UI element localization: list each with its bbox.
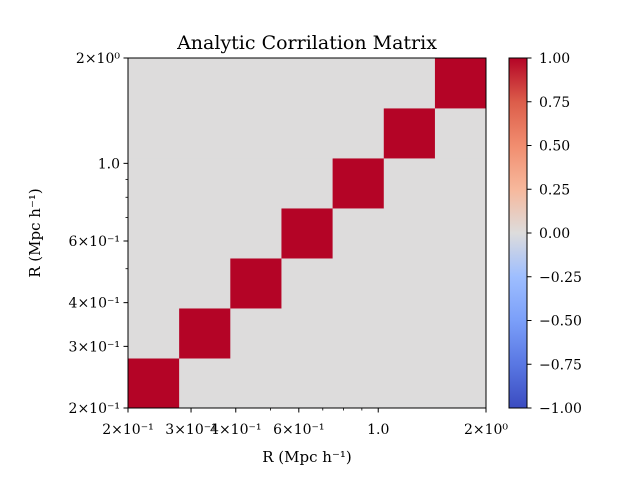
heatmap-cell bbox=[179, 157, 231, 209]
x-axis-label: R (Mpc h⁻¹) bbox=[262, 448, 352, 466]
x-tick-label: 2×10⁰ bbox=[464, 422, 508, 438]
heatmap-cell bbox=[230, 207, 282, 259]
heatmap-cell bbox=[434, 357, 487, 409]
heatmap-cell bbox=[332, 207, 385, 259]
heatmap-cell bbox=[128, 157, 180, 209]
heatmap-cell bbox=[383, 357, 436, 409]
heatmap-cell bbox=[434, 107, 487, 159]
heatmap-cell bbox=[332, 357, 385, 409]
heatmap-cell bbox=[128, 58, 180, 109]
colorbar-tick-label: −0.25 bbox=[539, 270, 582, 286]
x-tick-label: 1.0 bbox=[367, 422, 389, 438]
heatmap-cell bbox=[230, 257, 282, 309]
heatmap-cell bbox=[230, 107, 282, 159]
y-tick-label: 1.0 bbox=[98, 156, 120, 172]
heatmap-cell bbox=[230, 157, 282, 209]
heatmap-cell bbox=[383, 58, 436, 109]
heatmap-cell bbox=[383, 257, 436, 309]
heatmap-cell bbox=[128, 357, 180, 409]
heatmap-cell bbox=[434, 157, 487, 209]
heatmap-cell bbox=[230, 307, 282, 359]
colorbar-tick-label: 0.75 bbox=[539, 95, 570, 111]
heatmap-cell bbox=[281, 157, 334, 209]
colorbar-tick-label: −1.00 bbox=[539, 401, 582, 417]
heatmap-cell bbox=[332, 157, 385, 209]
heatmap-cell bbox=[128, 107, 180, 159]
plot-frame bbox=[127, 57, 487, 409]
heatmap-cell bbox=[230, 58, 282, 109]
heatmap-cell bbox=[179, 107, 231, 159]
heatmap-cell bbox=[332, 58, 385, 109]
x-axis: 2×10⁻¹ 3×10⁻¹4×10⁻¹ 6×10⁻¹ 1.0 2×10⁰ bbox=[102, 408, 508, 438]
colorbar-tick-label: 0.25 bbox=[539, 182, 570, 198]
y-tick-label: 3×10⁻¹ bbox=[69, 339, 120, 355]
y-tick-label: 6×10⁻¹ bbox=[69, 234, 120, 250]
heatmap-cell bbox=[332, 107, 385, 159]
x-tick-label: 6×10⁻¹ bbox=[273, 422, 324, 438]
heatmap-cell bbox=[128, 207, 180, 259]
heatmap-cell bbox=[281, 58, 334, 109]
heatmap-cell bbox=[332, 257, 385, 309]
heatmap-cell bbox=[434, 58, 487, 109]
colorbar-tick-label: −0.75 bbox=[539, 357, 582, 373]
heatmap-cell bbox=[383, 207, 436, 259]
colorbar-tick-label: −0.50 bbox=[539, 314, 582, 330]
y-axis: 2×10⁻¹ 3×10⁻¹ 4×10⁻¹ 6×10⁻¹ 1.0 2×10⁰ bbox=[69, 51, 128, 417]
y-axis-label: R (Mpc h⁻¹) bbox=[26, 188, 44, 278]
chart-title: Analytic Corrilation Matrix bbox=[176, 32, 437, 54]
y-tick-label: 2×10⁰ bbox=[76, 51, 120, 67]
x-tick-label: 2×10⁻¹ bbox=[102, 422, 153, 438]
heatmap-cell bbox=[281, 257, 334, 309]
heatmap-cell bbox=[128, 257, 180, 309]
heatmap-cell bbox=[383, 307, 436, 359]
heatmap-cell bbox=[281, 357, 334, 409]
heatmap-cell bbox=[179, 257, 231, 309]
heatmap-cell bbox=[281, 207, 334, 259]
heatmap-cell bbox=[383, 157, 436, 209]
heatmap-cell bbox=[179, 207, 231, 259]
heatmap-cell bbox=[434, 207, 487, 259]
heatmap-cell bbox=[434, 307, 487, 359]
heatmap-cell bbox=[383, 107, 436, 159]
heatmap-cell bbox=[281, 107, 334, 159]
x-tick-label: 3×10⁻¹ bbox=[165, 422, 216, 438]
colorbar-tick-label: 1.00 bbox=[539, 51, 570, 67]
colorbar-tick-label: 0.00 bbox=[539, 226, 570, 242]
x-tick-label: 4×10⁻¹ bbox=[210, 422, 261, 438]
heatmap-cell bbox=[332, 307, 385, 359]
y-tick-label: 4×10⁻¹ bbox=[69, 296, 120, 312]
colorbar: −1.00 −0.75 −0.50 −0.25 0.00 0.25 0.50 0.75 1.00 bbox=[508, 51, 582, 417]
colorbar-tick-label: 0.50 bbox=[539, 139, 570, 155]
heatmap-cell bbox=[179, 357, 231, 409]
colorbar-gradient bbox=[508, 57, 528, 409]
y-tick-label: 2×10⁻¹ bbox=[69, 401, 120, 417]
heatmap-cell bbox=[179, 58, 231, 109]
heatmap-cell bbox=[281, 307, 334, 359]
heatmap-cell bbox=[230, 357, 282, 409]
heatmap-cell bbox=[179, 307, 231, 359]
heatmap-plot-area bbox=[127, 57, 487, 409]
heatmap-cell bbox=[128, 307, 180, 359]
heatmap-cell bbox=[434, 257, 487, 309]
